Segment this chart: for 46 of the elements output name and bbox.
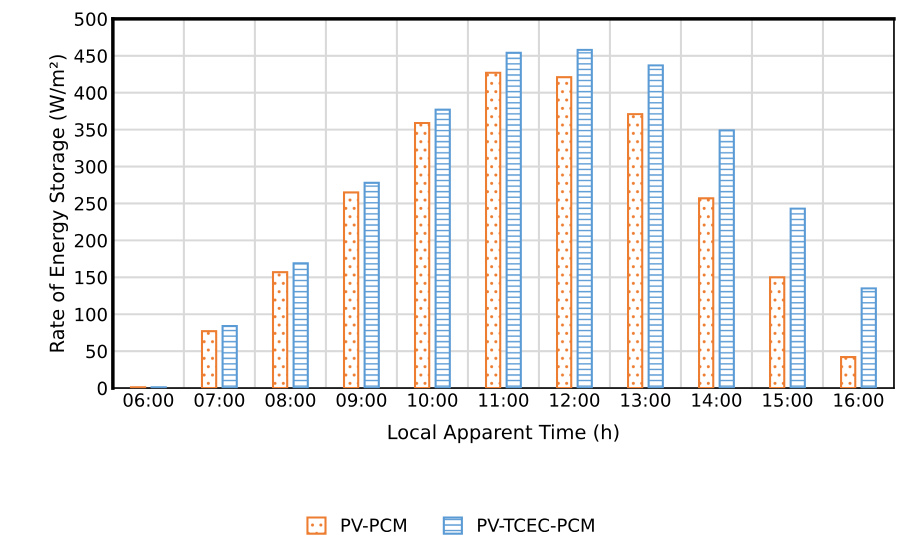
y-axis-title: Rate of Energy Storage (W/m²) xyxy=(49,55,68,352)
bar xyxy=(272,271,288,388)
bar xyxy=(769,276,786,388)
bar xyxy=(698,197,714,388)
x-tick-label: 10:00 xyxy=(408,393,458,407)
y-tick-label: 450 xyxy=(74,49,107,63)
bar xyxy=(840,356,856,388)
bar xyxy=(556,76,572,388)
x-tick-label: 07:00 xyxy=(194,393,244,407)
legend-label: PV-PCM xyxy=(342,518,406,532)
x-tick-label: 11:00 xyxy=(479,393,528,407)
y-tick-label: 250 xyxy=(74,196,107,211)
y-tick-label: 100 xyxy=(76,308,107,322)
bar xyxy=(222,325,238,388)
x-tick-label: 12:00 xyxy=(550,393,600,407)
bar xyxy=(342,191,360,388)
legend-label: PV-TCEC-PCM xyxy=(478,518,594,532)
bar xyxy=(718,129,735,388)
bar xyxy=(434,108,451,388)
bar xyxy=(790,208,806,388)
bar xyxy=(506,52,522,388)
bar xyxy=(627,113,644,388)
x-tick-label: 13:00 xyxy=(621,393,670,407)
bar xyxy=(200,330,218,388)
y-tick-label: 500 xyxy=(74,12,107,26)
y-tick-label: 150 xyxy=(76,270,107,284)
y-tick-label: 400 xyxy=(74,86,107,100)
x-axis-title: Local Apparent Time (h) xyxy=(388,424,618,444)
bar xyxy=(484,72,502,388)
bar xyxy=(292,262,309,388)
x-tick-label: 16:00 xyxy=(834,393,884,407)
x-tick-label: 06:00 xyxy=(124,393,174,407)
x-tick-label: 14:00 xyxy=(692,393,742,407)
y-tick-label: 200 xyxy=(74,234,107,248)
x-tick-label: 08:00 xyxy=(266,393,316,407)
bar xyxy=(364,182,380,388)
y-tick-label: 50 xyxy=(86,344,107,358)
bar xyxy=(860,287,877,388)
x-tick-label: 09:00 xyxy=(336,393,386,407)
bar xyxy=(576,48,593,388)
y-tick-label: 0 xyxy=(98,382,107,396)
y-tick-label: 300 xyxy=(74,160,107,174)
y-tick-label: 350 xyxy=(74,123,107,137)
bar xyxy=(414,122,430,388)
bar xyxy=(648,64,664,388)
x-tick-label: 15:00 xyxy=(763,393,812,407)
